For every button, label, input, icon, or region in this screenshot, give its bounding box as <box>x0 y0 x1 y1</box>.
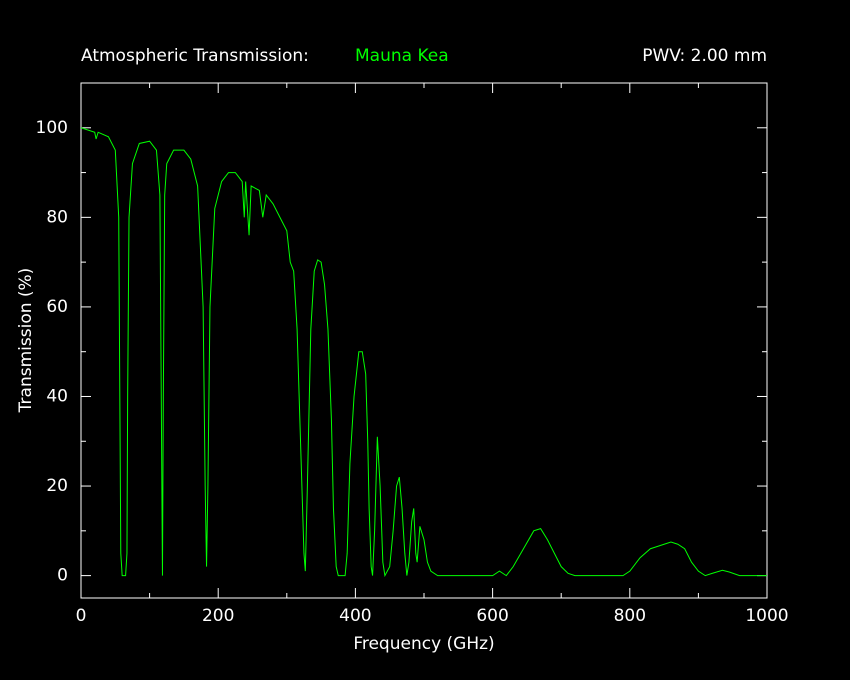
site-name: Mauna Kea <box>355 46 449 66</box>
x-axis-label: Frequency (GHz) <box>353 634 494 654</box>
x-tick-label: 1000 <box>745 606 788 626</box>
x-tick-label: 200 <box>202 606 234 626</box>
y-tick-label: 0 <box>57 566 68 586</box>
y-tick-label: 100 <box>36 118 68 138</box>
plot-frame <box>80 82 768 599</box>
x-tick-label: 600 <box>476 606 508 626</box>
x-tick-label: 0 <box>76 606 87 626</box>
y-tick-label: 40 <box>46 386 68 406</box>
chart-title: Atmospheric Transmission: <box>81 46 309 66</box>
transmission-line <box>80 127 767 578</box>
pwv-label: PWV: 2.00 mm <box>642 46 767 66</box>
x-tick-label: 400 <box>339 606 371 626</box>
y-tick-label: 60 <box>46 297 68 317</box>
y-tick-label: 20 <box>46 476 68 496</box>
y-axis-label: Transmission (%) <box>16 268 36 414</box>
x-tick-label: 800 <box>614 606 646 626</box>
y-tick-label: 80 <box>46 207 68 227</box>
